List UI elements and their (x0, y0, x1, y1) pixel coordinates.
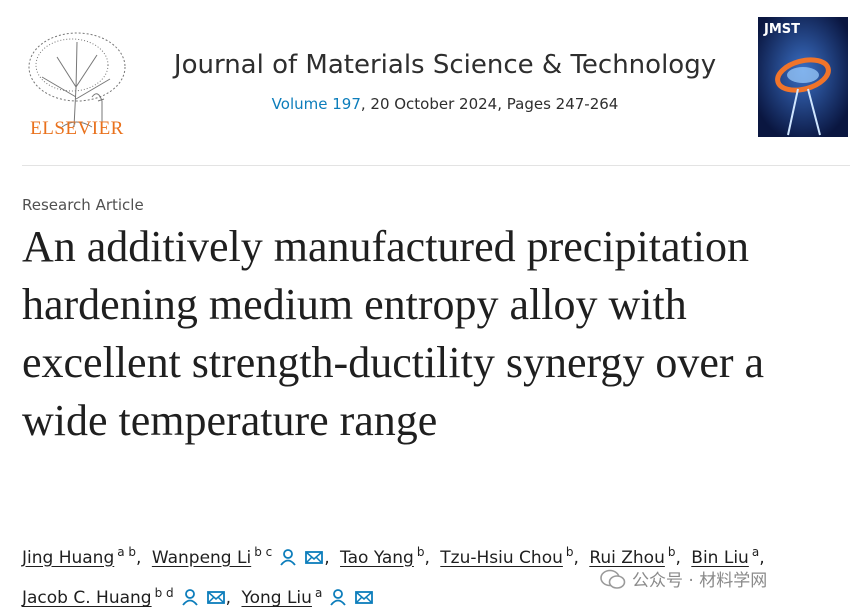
separator: , (424, 547, 430, 568)
separator: , (136, 547, 142, 568)
author-list: Jing Huang a b, Wanpeng Li b c, Tao Yang b,… (22, 535, 852, 616)
author: Jing Huang a b, (22, 545, 142, 568)
author: Bin Liu a, (691, 545, 765, 568)
author: Tzu-Hsiu Chou b, (440, 545, 579, 568)
person-icon[interactable] (180, 588, 200, 606)
person-icon[interactable] (328, 588, 348, 606)
affiliation-marks: b (565, 545, 574, 559)
journal-cover[interactable]: JMST (758, 17, 848, 137)
author-name[interactable]: Jing Huang (22, 547, 115, 568)
author: Jacob C. Huang b d, (22, 585, 232, 609)
watermark-text: 公众号 · 材料学网 (632, 571, 768, 591)
author: Rui Zhou b, (589, 545, 681, 568)
icon-shape (333, 589, 344, 600)
issue-info: Volume 197, 20 October 2024, Pages 247-2… (150, 95, 740, 113)
icon-shape (355, 591, 374, 605)
icon-shape (283, 548, 294, 559)
author: Yong Liu a (241, 585, 374, 609)
icon-shape (181, 599, 198, 606)
icon-shape (330, 599, 347, 606)
separator: , (573, 547, 579, 568)
article-title: An additively manufactured precipitation… (22, 222, 765, 445)
mail-icon[interactable] (354, 588, 374, 606)
person-icon[interactable] (278, 548, 298, 566)
cover-label: JMST (763, 22, 800, 37)
separator: , (759, 547, 765, 568)
icon-shape (184, 589, 195, 600)
divider (22, 165, 850, 166)
mail-icon[interactable] (304, 548, 324, 566)
icon-shape (280, 559, 296, 566)
author-name[interactable]: Rui Zhou (589, 547, 665, 568)
affiliation-marks: b d (154, 585, 174, 600)
author-name[interactable]: Bin Liu (691, 547, 749, 568)
journal-title[interactable]: Journal of Materials Science & Technolog… (173, 50, 717, 80)
icon-shape (207, 591, 225, 604)
wechat-icon (600, 569, 626, 589)
author-name[interactable]: Tao Yang (340, 547, 414, 568)
article-type: Research Article (22, 196, 144, 214)
separator: , (225, 588, 232, 609)
author-name[interactable]: Wanpeng Li (151, 547, 252, 568)
icon-shape (206, 591, 225, 605)
separator: , (324, 547, 330, 568)
mail-icon[interactable] (206, 588, 226, 606)
publisher-name: ELSEVIER (30, 118, 124, 139)
issue-details: , 20 October 2024, Pages 247-264 (360, 95, 619, 113)
icon-shape (355, 591, 373, 604)
watermark: 公众号 · 材料学网 (600, 566, 767, 591)
affiliation-marks: a (314, 585, 323, 600)
publisher-logo[interactable] (22, 16, 132, 142)
author-name[interactable]: Jacob C. Huang (22, 588, 152, 609)
separator: , (675, 547, 681, 568)
affiliation-marks: b (667, 545, 676, 559)
author: Wanpeng Li b c, (151, 545, 330, 568)
author: Tao Yang b, (340, 545, 430, 568)
affiliation-marks: b (416, 545, 425, 559)
affiliation-marks: a b (117, 545, 137, 559)
icon-shape (305, 551, 323, 564)
author-name[interactable]: Yong Liu (241, 588, 312, 609)
icon-shape (305, 550, 324, 564)
affiliation-marks: b c (254, 545, 273, 559)
author-name[interactable]: Tzu-Hsiu Chou (440, 547, 563, 568)
volume-link[interactable]: Volume 197 (271, 95, 361, 113)
affiliation-marks: a (751, 545, 760, 559)
